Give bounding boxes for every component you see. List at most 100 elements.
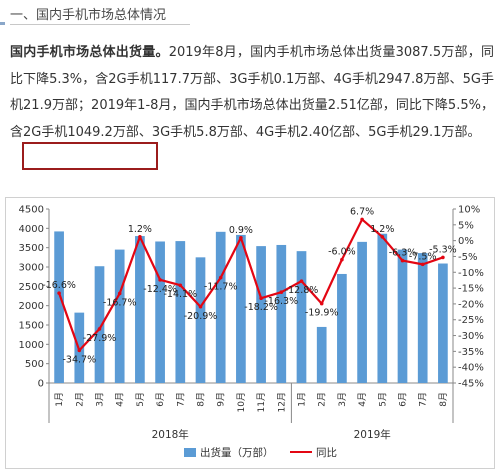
bar-4 xyxy=(114,249,125,383)
x-tick-label: 2月 xyxy=(317,392,328,407)
x-tick-label: 2月 xyxy=(74,392,85,407)
legend-line-label: 同比 xyxy=(316,446,337,459)
yoy-point-6 xyxy=(158,278,162,282)
x-tick-label: 12月 xyxy=(276,392,287,412)
yoy-label-18: -6.3% xyxy=(389,248,417,259)
bar-5 xyxy=(135,236,145,383)
yoy-label-9: -11.7% xyxy=(204,282,238,293)
article-paragraph: 国内手机市场总体出货量。2019年8月，国内手机市场总体出货量3087.5万部，… xyxy=(10,40,494,146)
legend-bar-label: 出货量（万部） xyxy=(200,446,274,459)
line-series: -16.6% -34.7% -27.9% -16.7% 1.2% -12.4%-14.1%… xyxy=(42,206,456,365)
y-right-tick-label: -5% xyxy=(458,252,477,263)
highlight-box xyxy=(22,142,158,170)
yoy-point-17 xyxy=(380,235,385,239)
y-left-tick-label: 3500 xyxy=(19,243,44,254)
y-right-tick-label: 0% xyxy=(458,236,474,247)
bar-15 xyxy=(337,273,347,383)
y-left-tick-label: 0 xyxy=(38,379,44,390)
y-axis-right: -45% -40% -35% -30% -25% -20% -15% -10% -5% 0% 5% 1… xyxy=(452,205,484,390)
bar-17 xyxy=(377,233,388,383)
yoy-label-11: -18.2% xyxy=(244,302,278,313)
yoy-point-10 xyxy=(239,235,243,240)
section-title: 一、国内手机市场总体情况 xyxy=(10,8,167,23)
year-group-label: 2019年 xyxy=(354,428,391,441)
yoy-label-20: -5.3% xyxy=(429,244,457,255)
yoy-point-3 xyxy=(97,327,102,331)
x-tick-label: 9月 xyxy=(216,392,227,407)
y-left-tick-label: 1500 xyxy=(19,321,44,332)
y-left-tick-label: 3000 xyxy=(19,263,44,274)
x-axis: 1月 2月 3月 4月 5月 6月 7月 8月 9月 10月 11月 12月 1月 2月 3月 4月 5月 6月 7… xyxy=(48,383,454,441)
yoy-point-12 xyxy=(279,290,284,295)
y-right-tick-label: -25% xyxy=(458,315,484,326)
year-group-label: 2018年 xyxy=(152,428,189,441)
y-right-tick-label: 5% xyxy=(458,220,474,231)
yoy-label-5: 1.2% xyxy=(128,224,152,235)
yoy-point-4 xyxy=(117,291,122,296)
yoy-label-12: -16.3% xyxy=(264,296,298,307)
bar-1 xyxy=(54,231,64,383)
x-tick-label: 4月 xyxy=(357,392,368,407)
x-tick-label: 5月 xyxy=(135,392,146,407)
yoy-point-7 xyxy=(178,283,183,288)
yoy-point-2 xyxy=(77,348,82,353)
yoy-label-2: -34.7% xyxy=(62,354,96,365)
x-tick-label: 4月 xyxy=(115,392,126,407)
y-left-tick-label: 500 xyxy=(25,359,44,370)
x-tick-label: 11月 xyxy=(256,392,267,412)
yoy-label-13: -12.8% xyxy=(285,285,319,296)
y-right-tick-label: -30% xyxy=(458,331,484,342)
article-lead: 国内手机市场总体出货量。 xyxy=(10,45,169,60)
article-highlight: 5G手机29.1万部。 xyxy=(368,124,481,140)
x-tick-label: 7月 xyxy=(418,392,429,407)
yoy-point-5 xyxy=(138,235,142,239)
y-right-tick-label: -10% xyxy=(458,268,484,279)
yoy-point-8 xyxy=(198,304,203,309)
y-left-tick-label: 2000 xyxy=(19,301,44,312)
x-tick-label: 8月 xyxy=(438,392,449,407)
yoy-line xyxy=(58,218,444,352)
y-right-tick-label: -20% xyxy=(458,299,484,310)
yoy-label-19: -7.5% xyxy=(409,251,437,262)
x-tick-label: 3月 xyxy=(95,392,106,407)
bar-13 xyxy=(296,251,307,383)
yoy-label-14: -19.9% xyxy=(305,308,339,319)
shipment-chart: 0 500 1000 1500 2000 2500 3000 3500 4000 4500 -45… xyxy=(19,205,484,460)
section-rule-accent xyxy=(0,22,5,25)
yoy-point-19 xyxy=(420,262,425,267)
bar-3 xyxy=(94,266,105,383)
x-tick-label: 6月 xyxy=(398,392,409,407)
y-left-tick-label: 1000 xyxy=(19,340,44,351)
yoy-point-20 xyxy=(441,255,445,260)
x-tick-label: 7月 xyxy=(175,392,186,407)
y-left-tick-label: 4000 xyxy=(19,224,44,235)
y-right-tick-label: 10% xyxy=(458,205,480,216)
legend-bar-swatch xyxy=(184,448,196,457)
bar-12 xyxy=(276,244,287,383)
x-tick-label: 1月 xyxy=(54,392,65,407)
yoy-point-11 xyxy=(259,296,263,301)
bar-11 xyxy=(256,246,266,383)
bar-18 xyxy=(397,249,408,383)
y-right-tick-label: -40% xyxy=(458,363,484,374)
yoy-point-13 xyxy=(299,279,304,283)
yoy-label-7: -14.1% xyxy=(163,289,197,300)
x-tick-label: 5月 xyxy=(377,392,388,407)
bar-20 xyxy=(438,263,448,383)
yoy-point-16 xyxy=(360,217,364,222)
y-right-tick-label: -35% xyxy=(458,347,484,358)
bar-16 xyxy=(357,241,367,383)
bar-7 xyxy=(175,241,186,383)
yoy-label-17: 1.2% xyxy=(370,224,394,235)
legend: 出货量（万部） 同比 xyxy=(184,446,337,459)
yoy-label-15: -6.0% xyxy=(328,247,356,258)
x-tick-label: 10月 xyxy=(236,392,247,412)
x-tick-label: 3月 xyxy=(337,392,348,407)
y-right-tick-label: -15% xyxy=(458,284,484,295)
bar-9 xyxy=(215,231,226,383)
y-left-tick-label: 4500 xyxy=(19,205,44,216)
x-tick-label: 1月 xyxy=(297,392,308,407)
yoy-point-18 xyxy=(400,258,405,263)
x-tick-label: 6月 xyxy=(155,392,166,407)
yoy-label-10: 0.9% xyxy=(229,225,253,236)
